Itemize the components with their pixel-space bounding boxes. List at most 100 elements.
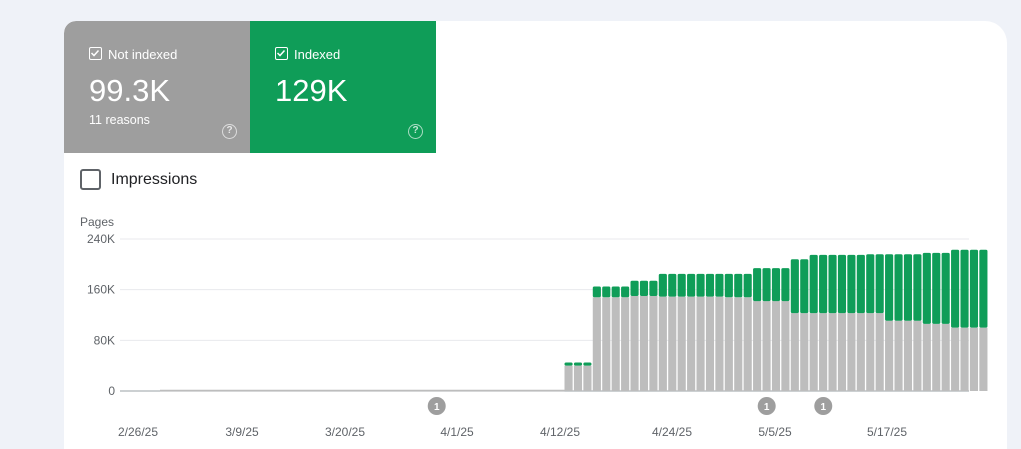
bar-not-indexed bbox=[941, 323, 950, 391]
bar-indexed bbox=[819, 254, 828, 314]
bar-indexed bbox=[894, 254, 903, 321]
bar-indexed bbox=[828, 254, 837, 314]
bar-indexed bbox=[922, 252, 931, 324]
y-tick-label: 80K bbox=[94, 333, 115, 347]
bar-indexed bbox=[668, 273, 677, 297]
bar-indexed bbox=[856, 254, 865, 314]
x-tick-label: 3/9/25 bbox=[225, 425, 259, 439]
annotation-marker[interactable] bbox=[427, 397, 446, 415]
indexed-tile[interactable]: Indexed 129K ? bbox=[250, 21, 436, 153]
bar-indexed bbox=[753, 268, 762, 302]
bar-indexed bbox=[932, 252, 941, 324]
bar-not-indexed bbox=[913, 320, 922, 391]
bar-indexed bbox=[592, 286, 601, 298]
bar-not-indexed bbox=[639, 296, 649, 391]
bar-indexed bbox=[951, 249, 960, 328]
x-axis-ticks: 2/26/25 3/9/25 3/20/25 4/1/25 4/12/25 4/24/25… bbox=[118, 425, 907, 439]
bar-not-indexed bbox=[922, 323, 931, 391]
bar-not-indexed bbox=[960, 327, 969, 391]
bar-not-indexed bbox=[649, 296, 658, 391]
bar-not-indexed bbox=[668, 296, 677, 391]
x-tick-label: 4/1/25 bbox=[440, 425, 474, 439]
bar-indexed bbox=[724, 273, 733, 298]
bar-not-indexed bbox=[837, 313, 847, 391]
bar-indexed bbox=[621, 286, 630, 298]
bar-not-indexed bbox=[856, 313, 865, 391]
checkbox-checked-icon[interactable] bbox=[275, 47, 288, 60]
bar-not-indexed bbox=[658, 296, 667, 391]
x-tick-label: 2/26/25 bbox=[118, 425, 158, 439]
bar-not-indexed bbox=[715, 296, 724, 391]
bar-indexed bbox=[743, 273, 752, 298]
bar-not-indexed bbox=[743, 297, 752, 391]
bar-indexed bbox=[602, 286, 611, 298]
not-indexed-label: Not indexed bbox=[108, 47, 178, 62]
bar-indexed bbox=[903, 254, 913, 321]
bar-indexed bbox=[866, 254, 875, 314]
bar-indexed bbox=[630, 280, 639, 296]
annotation-marker-label: 1 bbox=[764, 402, 770, 413]
bar-not-indexed bbox=[687, 296, 696, 391]
bar-indexed bbox=[762, 268, 771, 302]
checkbox-checked-icon[interactable] bbox=[89, 47, 102, 60]
bar-indexed bbox=[941, 252, 950, 324]
help-circle-icon[interactable]: ? bbox=[222, 124, 237, 139]
annotation-marker[interactable] bbox=[757, 397, 776, 415]
not-indexed-tile[interactable]: Not indexed 99.3K 11 reasons ? bbox=[64, 21, 250, 153]
bar-indexed bbox=[705, 273, 715, 297]
bar-indexed bbox=[913, 254, 922, 321]
bar-not-indexed bbox=[951, 327, 960, 391]
bar-not-indexed bbox=[790, 313, 799, 391]
impressions-checkbox[interactable] bbox=[80, 169, 101, 190]
y-axis-title: Pages bbox=[80, 215, 114, 229]
bar-indexed bbox=[979, 249, 988, 328]
not-indexed-reasons: 11 reasons bbox=[89, 113, 150, 127]
annotations[interactable]: 1 1 1 bbox=[427, 397, 833, 415]
bar-not-indexed bbox=[705, 296, 715, 391]
bar-not-indexed bbox=[800, 313, 809, 391]
bar-not-indexed bbox=[602, 297, 611, 391]
y-tick-label: 160K bbox=[87, 283, 115, 297]
bar-not-indexed bbox=[724, 297, 733, 391]
bar-indexed bbox=[960, 249, 969, 328]
bar-indexed bbox=[687, 273, 696, 297]
bar-not-indexed bbox=[621, 297, 630, 391]
bar-indexed bbox=[611, 286, 620, 298]
page-indexing-card: Not indexed 99.3K 11 reasons ? Indexed 1… bbox=[64, 21, 1007, 449]
bar-indexed bbox=[583, 362, 592, 366]
x-tick-label: 5/5/25 bbox=[758, 425, 792, 439]
bar-indexed bbox=[573, 362, 583, 366]
indexed-label: Indexed bbox=[294, 47, 341, 62]
annotation-marker-label: 1 bbox=[434, 402, 440, 413]
y-tick-label: 240K bbox=[87, 232, 115, 246]
bar-indexed bbox=[649, 280, 658, 296]
bar-indexed bbox=[969, 249, 979, 328]
indexed-count: 129K bbox=[275, 73, 348, 108]
bar-indexed bbox=[771, 268, 781, 302]
bar-not-indexed bbox=[734, 297, 743, 391]
bar-not-indexed bbox=[564, 365, 573, 391]
x-tick-label: 3/20/25 bbox=[325, 425, 365, 439]
bar-not-indexed bbox=[573, 365, 583, 391]
bar-indexed bbox=[837, 254, 847, 314]
bar-indexed bbox=[734, 273, 743, 298]
grid-lines bbox=[120, 238, 969, 392]
bar-not-indexed bbox=[979, 327, 988, 391]
bar-not-indexed bbox=[894, 320, 903, 391]
help-circle-icon[interactable]: ? bbox=[408, 124, 423, 139]
bar-not-indexed bbox=[875, 313, 884, 391]
indexing-chart: Pages 0 80K 160K 240K 2/26/25 3/9/25 3/20/25 4… bbox=[80, 215, 988, 439]
bar-not-indexed bbox=[885, 320, 894, 391]
bar-not-indexed bbox=[583, 365, 592, 391]
bar-not-indexed bbox=[630, 296, 639, 391]
bar-indexed bbox=[790, 259, 799, 314]
bar-indexed bbox=[677, 273, 686, 297]
annotation-marker[interactable] bbox=[814, 397, 833, 415]
impressions-label: Impressions bbox=[111, 171, 198, 188]
bar-not-indexed bbox=[847, 313, 856, 391]
bar-not-indexed bbox=[819, 313, 828, 391]
bar-indexed bbox=[885, 254, 894, 321]
y-axis-ticks: 0 80K 160K 240K bbox=[87, 232, 115, 398]
x-tick-label: 5/17/25 bbox=[867, 425, 907, 439]
annotation-marker-label: 1 bbox=[820, 402, 826, 413]
